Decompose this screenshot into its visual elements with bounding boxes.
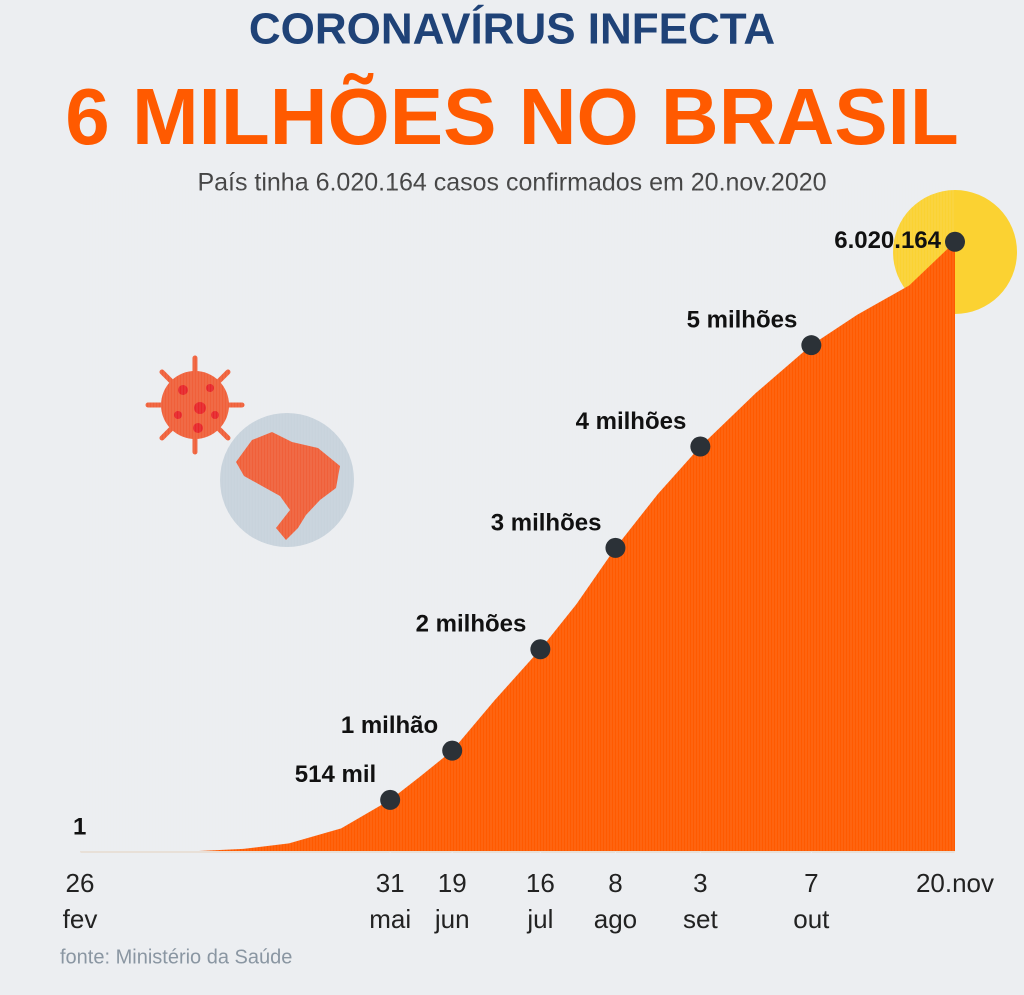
milestone-dot xyxy=(380,789,401,810)
milestone-label: 2 milhões xyxy=(416,611,527,638)
x-tick-label: 3 set xyxy=(683,868,718,934)
title: CORONAVÍRUS INFECTA xyxy=(249,4,775,54)
milestone-label: 5 milhões xyxy=(687,307,798,334)
milestone-label: 514 mil xyxy=(295,761,376,788)
milestone-label: 1 xyxy=(73,813,86,840)
x-tick-label: 16 jul xyxy=(526,868,555,934)
headline: 6 MILHÕES NO BRASIL xyxy=(65,72,958,161)
milestone-dot xyxy=(690,436,711,457)
virus-icon xyxy=(145,355,245,455)
milestone-dot xyxy=(442,740,463,761)
x-tick-label: 31 mai xyxy=(369,868,411,934)
milestone-label: 4 milhões xyxy=(576,408,687,435)
milestone-label: 1 milhão xyxy=(341,712,438,739)
area xyxy=(80,241,955,852)
x-tick-label: 26 fev xyxy=(63,868,98,934)
milestone-dot xyxy=(605,537,626,558)
x-tick-label: 20.nov xyxy=(916,868,994,898)
plot: 1 514 mil 1 milhão 2 milhões 3 milhões 4 milh… xyxy=(63,183,994,934)
x-tick-label: 19 jun xyxy=(434,868,470,934)
brazil-map-icon xyxy=(220,413,354,547)
milestone-dot xyxy=(801,335,822,356)
source: fonte: Ministério da Saúde xyxy=(60,946,292,968)
x-tick-label: 7 out xyxy=(793,868,830,934)
subtitle: País tinha 6.020.164 casos confirmados e… xyxy=(197,169,826,197)
milestone-dot xyxy=(530,639,551,660)
x-tick-label: 8 ago xyxy=(594,868,637,934)
milestone-dot xyxy=(945,231,965,252)
milestone-label: 3 milhões xyxy=(491,509,602,536)
milestone-label: 6.020.164 xyxy=(834,227,941,254)
